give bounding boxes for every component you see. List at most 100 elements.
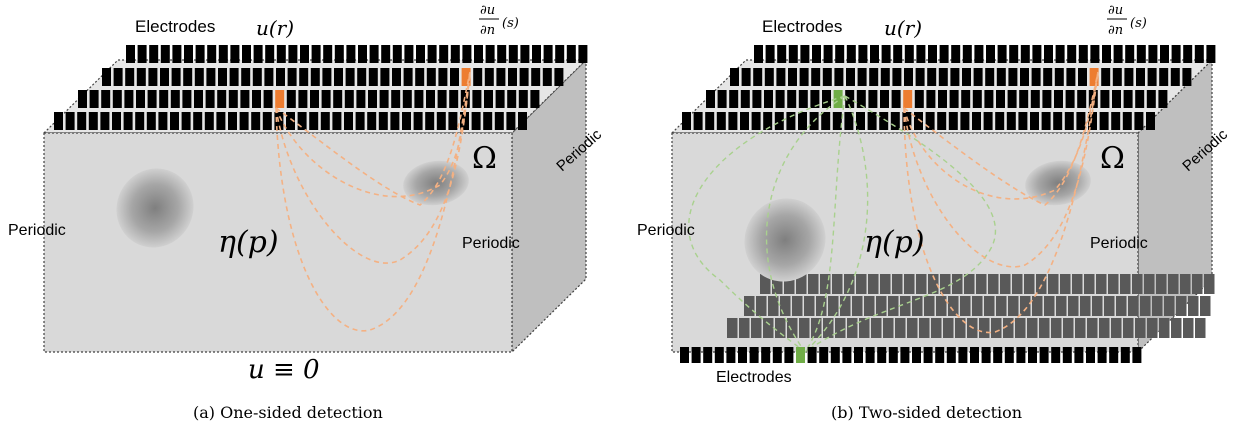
electrode: [392, 45, 402, 63]
path-curve: [275, 71, 471, 264]
electrode: [800, 45, 810, 63]
electrode: [752, 90, 762, 108]
electrode: [764, 68, 774, 86]
electrode: [147, 90, 157, 108]
electrode: [194, 90, 203, 108]
electrode: [204, 112, 214, 130]
electrode: [404, 45, 414, 63]
electrode: [1067, 45, 1077, 63]
electrode: [1152, 296, 1163, 316]
electrode: [784, 347, 794, 363]
electrode: [1194, 45, 1204, 63]
electrode: [1099, 318, 1110, 338]
electrode: [740, 112, 749, 130]
electrode: [484, 68, 494, 86]
electrode: [943, 318, 954, 338]
electrode: [205, 90, 215, 108]
u-r-label: u(r): [256, 16, 294, 40]
electrode: [194, 68, 204, 86]
electrode: [937, 112, 947, 130]
electrode: [230, 45, 240, 63]
electrode: [320, 112, 330, 130]
electrode: [931, 318, 942, 338]
electrode: [895, 318, 906, 338]
electrode: [1101, 68, 1111, 86]
electrode: [1003, 318, 1014, 338]
electrode: [868, 90, 878, 108]
electrode: [344, 112, 353, 130]
electrode: [357, 68, 367, 86]
electrode: [799, 68, 809, 86]
electrode: [460, 90, 470, 108]
electrode: [123, 112, 133, 130]
electrode: [321, 90, 331, 108]
electrode: [777, 45, 787, 63]
electrode: [865, 347, 875, 363]
electrode: [1007, 90, 1017, 108]
electrode: [828, 296, 839, 316]
electrode: [856, 274, 867, 294]
electrode: [483, 112, 493, 130]
electrode: [228, 90, 238, 108]
electrode: [869, 68, 879, 86]
electrode: [1136, 68, 1145, 86]
electrode: [263, 90, 273, 108]
electrode: [840, 296, 851, 316]
electrode: [1078, 45, 1088, 63]
electrode: [1120, 347, 1130, 363]
electrode: [819, 347, 829, 363]
electrode: [379, 90, 389, 108]
electrode: [787, 318, 798, 338]
normal-derivative-label: ∂u ∂n (s): [1107, 3, 1147, 38]
electrode: [1055, 45, 1065, 63]
electrode: [739, 318, 750, 338]
electrode: [1136, 45, 1146, 63]
electrode: [217, 90, 227, 108]
electrode: [184, 45, 193, 63]
electrode: [972, 90, 982, 108]
electrode: [1176, 296, 1187, 316]
electrode: [333, 90, 343, 108]
electrode: [1063, 318, 1074, 338]
electrode: [436, 112, 446, 130]
electrode: [1140, 296, 1151, 316]
electrode: [786, 112, 796, 130]
electrode: [1132, 274, 1143, 294]
electrode: [919, 318, 930, 338]
electrode: [1078, 68, 1087, 86]
electrode: [146, 112, 156, 130]
electrode: [1056, 296, 1067, 316]
electrode: [1006, 112, 1016, 130]
electrode: [471, 112, 481, 130]
electrode: [88, 112, 98, 130]
electrode: [1204, 274, 1215, 294]
electrode: [995, 112, 1005, 130]
electrode: [172, 45, 182, 63]
electrode: [65, 112, 75, 130]
electrode: [136, 68, 146, 86]
electrode: [345, 68, 355, 86]
electrode: [402, 112, 411, 130]
electrode: [1065, 90, 1075, 108]
electrode: [996, 296, 1007, 316]
electrode: [310, 68, 320, 86]
electrode: [299, 68, 309, 86]
electrode: [1072, 274, 1083, 294]
right-periodic-label: Periodic: [1090, 235, 1148, 252]
electrode: [891, 90, 901, 108]
electrode: [880, 68, 890, 86]
electrode: [448, 112, 458, 130]
electrode: [1116, 296, 1127, 316]
electrode: [1171, 318, 1182, 338]
electrode: [228, 112, 237, 130]
electrode: [1180, 274, 1191, 294]
electrode: [102, 68, 111, 86]
electrode: [870, 45, 879, 63]
electrode: [1044, 296, 1055, 316]
electrode: [1064, 112, 1074, 130]
electrode: [822, 90, 831, 108]
electrode: [717, 90, 727, 108]
electrode: [332, 112, 342, 130]
electrode: [1135, 90, 1145, 108]
electrode: [1096, 274, 1107, 294]
